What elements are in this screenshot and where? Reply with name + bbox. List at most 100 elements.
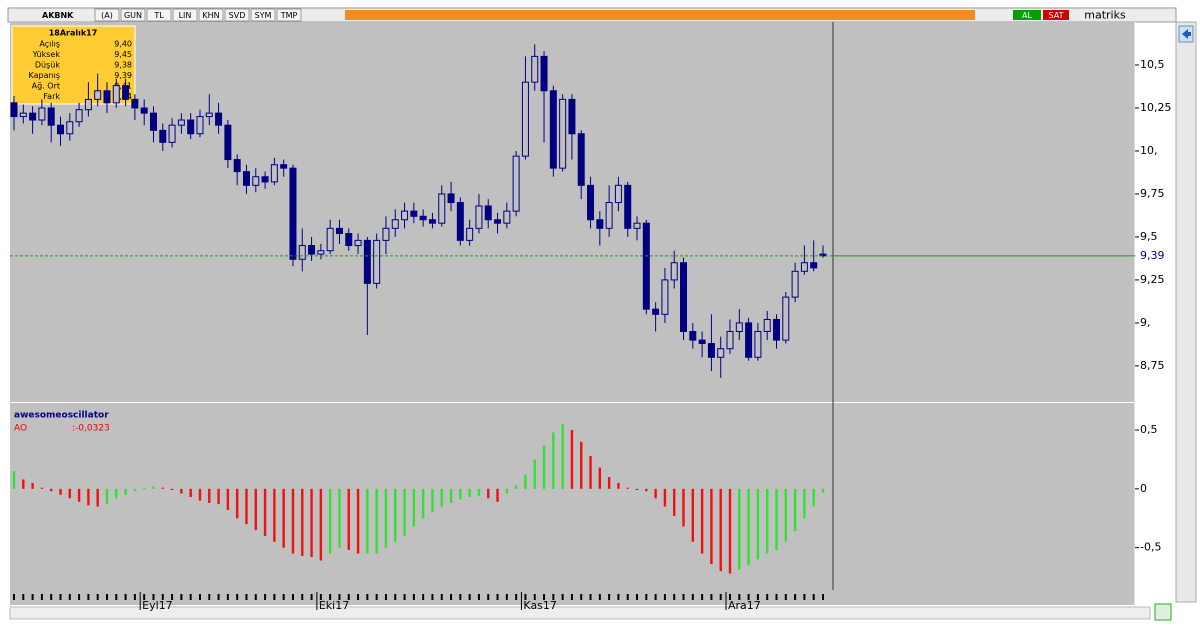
candle-body: [587, 184, 595, 221]
info-label: Açılış: [39, 40, 60, 49]
sell-label[interactable]: SAT: [1049, 11, 1064, 20]
toolbar-button[interactable]: [120, 8, 146, 22]
toolbar-button-label: GUN: [124, 11, 142, 20]
y-tick-label: -0,5: [1140, 541, 1161, 554]
ao-bar: [208, 488, 211, 503]
candle-body: [800, 262, 808, 272]
x-tick-label: Eki17: [319, 599, 349, 612]
toolbar-button[interactable]: [146, 8, 172, 22]
ao-bar: [226, 488, 230, 511]
ao-bar: [561, 424, 564, 489]
candle-body: [521, 81, 529, 157]
candle-body: [289, 167, 297, 260]
oscillator-last: :-0,0323: [72, 424, 110, 434]
toolbar-button-label: LIN: [179, 11, 192, 20]
candle-body: [810, 262, 818, 269]
candle-body: [280, 164, 288, 169]
ao-bar: [421, 488, 425, 519]
ao-bar: [384, 488, 388, 548]
ao-bar: [505, 488, 509, 494]
ao-bar: [282, 488, 285, 548]
ao-bar: [375, 488, 378, 554]
candle-body: [177, 119, 185, 126]
scrollbar[interactable]: [9, 606, 1151, 620]
ao-bar: [189, 488, 192, 498]
ao-bar: [403, 488, 406, 536]
ao-bar: [133, 488, 137, 492]
y-tick-label: 9,75: [1140, 187, 1165, 200]
toolbar-button[interactable]: [250, 8, 276, 22]
candle-body: [19, 112, 27, 118]
ao-bar: [263, 488, 267, 536]
y-tick-label: 9,5: [1140, 230, 1158, 243]
ao-bar: [645, 488, 648, 492]
toolbar-button[interactable]: [94, 8, 120, 22]
ao-bar: [366, 488, 369, 554]
candle-body: [29, 112, 37, 121]
candle-body: [233, 159, 241, 173]
ao-bar: [803, 488, 806, 519]
candle-body: [503, 210, 511, 224]
candle-body: [363, 239, 371, 284]
candle-body: [242, 171, 250, 186]
price-panel: [10, 22, 1135, 402]
buy-button[interactable]: [1013, 10, 1041, 20]
symbol[interactable]: AKBNK: [42, 11, 74, 20]
ao-bar: [598, 467, 602, 489]
buy-label[interactable]: AL: [1022, 11, 1032, 20]
ao-bar: [412, 488, 416, 527]
ao-bar: [570, 430, 574, 489]
candle-body: [652, 308, 660, 315]
candle-body: [298, 245, 306, 260]
info-label: Fark: [43, 92, 60, 101]
toolbar-button[interactable]: [276, 8, 302, 22]
ao-bar: [338, 488, 341, 548]
ao-bar: [328, 488, 332, 554]
candle-body: [549, 90, 557, 169]
sell-button[interactable]: [1043, 10, 1069, 20]
candle-body: [456, 202, 464, 241]
ao-bar: [273, 488, 276, 542]
ao-bar: [198, 488, 202, 501]
candle-body: [224, 124, 232, 161]
oscillator-name: AO: [14, 424, 27, 434]
ao-bar: [12, 471, 16, 489]
refresh-button[interactable]: [1154, 603, 1172, 621]
candle-body: [475, 205, 483, 229]
ao-bar: [347, 488, 350, 551]
candle-body: [698, 339, 706, 345]
ao-bar: [589, 455, 592, 489]
toolbar-button[interactable]: [198, 8, 224, 22]
side-panel: [1175, 21, 1197, 603]
candle-body: [345, 232, 353, 247]
toolbar-button[interactable]: [224, 8, 250, 22]
toolbar-button-label: SVD: [229, 11, 246, 20]
candle-body: [149, 112, 157, 131]
candle-body: [131, 98, 139, 109]
ao-bar: [784, 488, 788, 542]
candle-body: [707, 343, 715, 358]
candle-body: [559, 98, 567, 169]
candle-body: [568, 98, 576, 135]
candle-body: [642, 222, 650, 310]
y-tick-label: 9,25: [1140, 273, 1165, 286]
ao-bar: [87, 488, 90, 506]
info-title: 18Aralık17: [49, 29, 98, 38]
ao-bar: [775, 488, 778, 551]
ao-bar: [635, 488, 639, 491]
ao-bar: [766, 488, 769, 554]
toolbar-button-label: TL: [153, 11, 164, 20]
last-price-label: 9,39: [1140, 249, 1165, 262]
ao-bar: [124, 488, 127, 495]
candle-body: [261, 176, 269, 183]
candle-body: [633, 222, 641, 229]
ao-bar: [301, 488, 304, 556]
ao-bar: [542, 445, 546, 489]
toolbar-button[interactable]: [172, 8, 198, 22]
ao-bar: [394, 488, 397, 542]
ao-bar: [245, 488, 248, 525]
y-tick-label: 8,75: [1140, 359, 1165, 372]
ao-bar: [738, 488, 741, 571]
candle-body: [196, 116, 204, 135]
x-tick-label: Eyl17: [142, 599, 173, 612]
